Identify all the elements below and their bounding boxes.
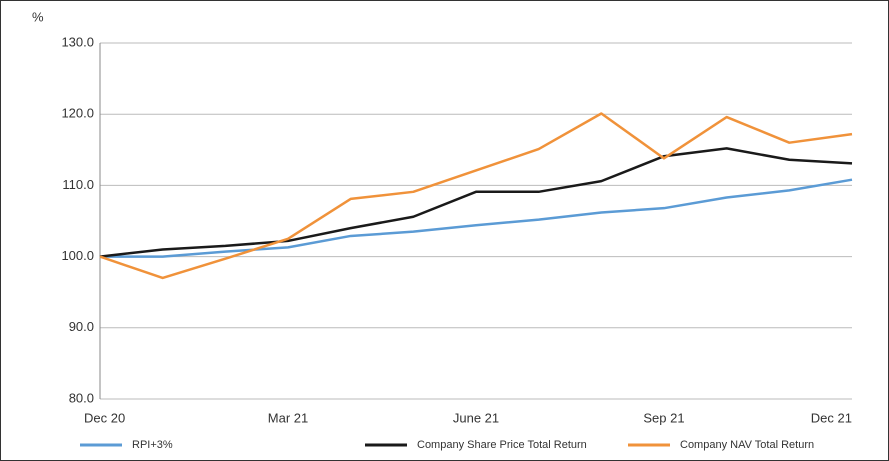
y-tick-label: 120.0 bbox=[61, 106, 94, 121]
legend-label: RPI+3% bbox=[132, 439, 173, 451]
y-tick-label: 90.0 bbox=[69, 319, 94, 334]
x-tick-label: Mar 21 bbox=[268, 410, 308, 425]
y-tick-label: 110.0 bbox=[62, 177, 94, 192]
y-tick-label: 100.0 bbox=[61, 248, 94, 263]
y-tick-label: 80.0 bbox=[69, 390, 94, 405]
series-line bbox=[99, 112, 853, 280]
x-tick-label: June 21 bbox=[453, 410, 499, 425]
legend-label: Company NAV Total Return bbox=[680, 439, 814, 451]
x-tick-label: Dec 20 bbox=[84, 410, 125, 425]
y-axis-label: % bbox=[32, 9, 44, 24]
legend-label: Company Share Price Total Return bbox=[417, 439, 587, 451]
legend: RPI+3% Company Share Price Total Return Co… bbox=[80, 439, 814, 451]
series-line bbox=[99, 147, 853, 258]
x-tick-label: Sep 21 bbox=[643, 410, 684, 425]
x-tick-label: Dec 21 bbox=[811, 410, 852, 425]
series-line bbox=[100, 178, 853, 258]
y-tick-label: 130.0 bbox=[61, 34, 94, 49]
